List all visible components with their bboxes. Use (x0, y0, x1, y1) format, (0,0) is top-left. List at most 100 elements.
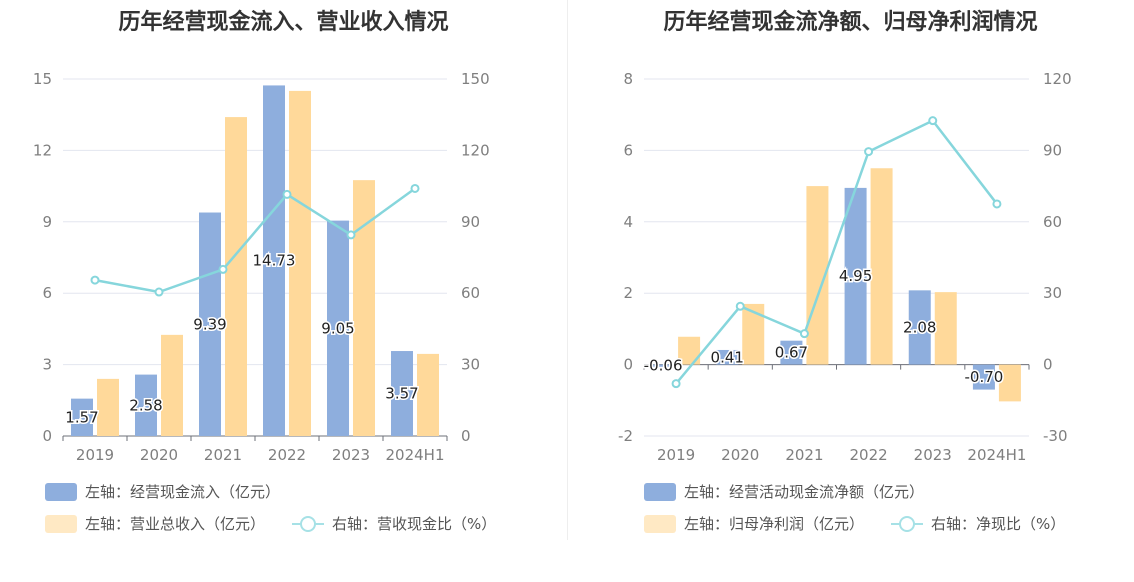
data-label: 14.73 (253, 252, 296, 270)
bar (417, 353, 439, 436)
y-axis-left-tick-label: 6 (42, 284, 52, 302)
y-axis-right-tick-label: 30 (461, 356, 480, 374)
bar (870, 168, 893, 365)
bar (806, 186, 829, 365)
x-axis-tick-label: 2022 (268, 446, 306, 464)
data-label: -0.70 (965, 368, 1004, 386)
line-point (218, 264, 228, 274)
x-axis-tick-label: 2021 (785, 446, 823, 464)
y-axis-left-tick-label: 2 (623, 284, 633, 302)
bar (353, 180, 375, 436)
y-axis-right-tick-label: 0 (1043, 356, 1053, 374)
bar (263, 85, 285, 437)
line-point (992, 199, 1002, 209)
y-axis-left-tick-label: 4 (623, 213, 633, 231)
legend-item-net-cash-ratio[interactable]: 右轴：净现比（%） (891, 513, 1065, 534)
x-axis-tick-label: 2020 (140, 446, 178, 464)
y-axis-right-tick-label: 60 (461, 284, 480, 302)
y-axis-right-tick-label: 120 (1043, 70, 1072, 88)
x-axis-tick-label: 2023 (914, 446, 952, 464)
bar (391, 351, 413, 436)
line-point (671, 379, 681, 389)
legend-item-ratio[interactable]: 右轴：营收现金比（%） (292, 513, 496, 534)
bar (161, 334, 183, 436)
x-axis-tick-label: 2024H1 (967, 446, 1026, 464)
data-label: 0.67 (775, 344, 808, 362)
data-label: 0.41 (711, 348, 744, 366)
line-point (90, 275, 100, 285)
chart-panel-left: 历年经营现金流入、营业收入情况 0 3 6 9 12 15 0 30 60 90 120 150 201… (33, 10, 496, 534)
legend-item-cash-inflow[interactable]: 左轴：经营现金流入（亿元） (45, 481, 280, 502)
data-label: 4.95 (839, 267, 872, 285)
y-axis-right-tick-label: 30 (1043, 284, 1062, 302)
y-axis-left-tick-label: 15 (33, 70, 52, 88)
bar (716, 349, 739, 365)
y-axis-left-tick-label: 12 (33, 141, 52, 159)
bar (742, 303, 765, 365)
y-axis-left-tick-label: 8 (623, 70, 633, 88)
chart-plot-area: -2 0 2 4 6 8 -30 0 30 60 90 120 2019 2020 2021 2022 2023… (618, 70, 1072, 464)
bar (135, 374, 157, 436)
data-label: 2.08 (903, 318, 936, 336)
legend-label: 左轴：经营现金流入（亿元） (85, 483, 281, 501)
legend-label: 右轴：净现比（%） (931, 515, 1066, 533)
bar (844, 187, 867, 365)
x-axis-tick-label: 2021 (204, 446, 242, 464)
line-point (282, 189, 292, 199)
data-label: -0.06 (644, 357, 683, 375)
legend-item-net-profit[interactable]: 左轴：归母净利润（亿元） (644, 513, 864, 534)
bar (97, 378, 119, 436)
data-label: 2.58 (129, 396, 162, 414)
y-axis-right-tick-label: -30 (1043, 427, 1068, 445)
bar (780, 340, 803, 365)
bar (934, 292, 957, 365)
x-axis-tick-label: 2020 (721, 446, 759, 464)
line-point (735, 301, 745, 311)
y-axis-right-tick-label: 120 (461, 141, 490, 159)
y-axis-left-tick-label: 0 (623, 356, 633, 374)
y-axis-right-tick-label: 60 (1043, 213, 1062, 231)
legend-label: 左轴：经营活动现金流净额（亿元） (684, 483, 925, 501)
series-line (675, 119, 998, 385)
bar (972, 364, 995, 390)
legend-swatch-line (891, 515, 923, 533)
chart-panel-right: 历年经营现金流净额、归母净利润情况 -2 0 2 4 6 8 -30 0 30 60 90 120 20… (567, 0, 1134, 582)
bar (225, 117, 247, 436)
bar (908, 290, 931, 365)
legend-label: 右轴：营收现金比（%） (332, 515, 497, 533)
legend-item-net-cash-flow[interactable]: 左轴：经营活动现金流净额（亿元） (644, 481, 924, 502)
line-point (864, 147, 874, 157)
bar (998, 364, 1021, 402)
line-point (928, 116, 938, 126)
y-axis-left-tick-label: 3 (42, 356, 52, 374)
bar (199, 212, 221, 436)
data-label: 1.57 (65, 408, 98, 426)
legend-swatch-bar (45, 514, 77, 533)
line-point (346, 230, 356, 240)
chart-title: 历年经营现金流净额、归母净利润情况 (663, 10, 1038, 35)
y-axis-left-tick-label: 9 (42, 213, 52, 231)
chart-title: 历年经营现金流入、营业收入情况 (118, 10, 449, 35)
x-axis-tick-label: 2023 (332, 446, 370, 464)
legend-label: 左轴：营业总收入（亿元） (85, 515, 266, 533)
legend-item-revenue[interactable]: 左轴：营业总收入（亿元） (45, 513, 265, 534)
x-axis-tick-label: 2022 (849, 446, 887, 464)
data-label: 3.57 (385, 385, 418, 403)
y-axis-right-tick-label: 90 (1043, 141, 1062, 159)
legend-swatch-line (292, 515, 324, 533)
bar (652, 364, 675, 367)
bar (71, 398, 93, 436)
line-point (799, 329, 809, 339)
x-axis-tick-label: 2019 (76, 446, 114, 464)
legend-swatch-bar (45, 482, 77, 501)
legend-swatch-bar (644, 514, 676, 533)
y-axis-right-tick-label: 90 (461, 213, 480, 231)
data-label: 9.05 (321, 319, 354, 337)
x-axis-tick-label: 2024H1 (386, 446, 445, 464)
data-label: 9.39 (193, 315, 226, 333)
y-axis-left-tick-label: 0 (42, 427, 52, 445)
legend-label: 左轴：归母净利润（亿元） (684, 515, 865, 533)
line-point (154, 287, 164, 297)
bar (289, 90, 311, 437)
y-axis-right-tick-label: 0 (461, 427, 471, 445)
